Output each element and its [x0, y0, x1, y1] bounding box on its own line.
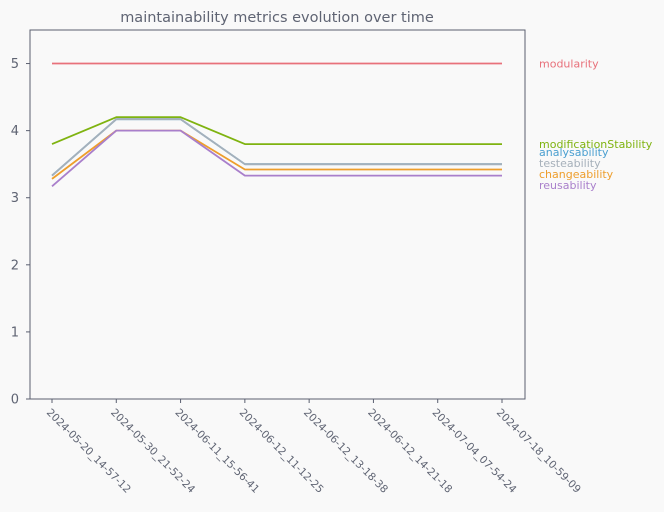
- series-line-reusability: [51, 129, 502, 187]
- series-lines: [51, 62, 502, 187]
- y-tick-label: 3: [11, 191, 19, 206]
- legend-label-analysability: analysability: [539, 146, 609, 159]
- legend: modularity modificationStabilityanalysabi…: [539, 58, 653, 192]
- legend-label-modularity: modularity: [539, 58, 599, 71]
- y-tick-label: 2: [11, 258, 19, 273]
- axes: [29, 29, 526, 400]
- legend-label-testeability: testeability: [539, 157, 601, 170]
- legend-label-changeability: changeability: [539, 168, 614, 181]
- series-line-changeability: [51, 129, 502, 180]
- legend-label-reusability: reusability: [539, 179, 597, 192]
- x-axis-ticks: 2024-05-20_14-57-122024-05-30_21-52-2420…: [44, 399, 583, 496]
- chart-title: maintainability metrics evolution over t…: [120, 10, 434, 26]
- y-tick-label: 5: [11, 57, 19, 72]
- series-line-modificationStability: [51, 116, 502, 146]
- legend-label-modificationStability: modificationStability: [539, 138, 653, 151]
- y-tick-label: 4: [11, 124, 19, 139]
- y-tick-label: 0: [11, 393, 19, 408]
- plot-frame: [29, 29, 526, 400]
- series-line-testeability: [51, 118, 502, 177]
- y-tick-label: 1: [11, 325, 19, 340]
- y-axis-ticks: 0 1 2 3 4 5: [11, 57, 30, 408]
- series-line-analysability: [51, 118, 502, 177]
